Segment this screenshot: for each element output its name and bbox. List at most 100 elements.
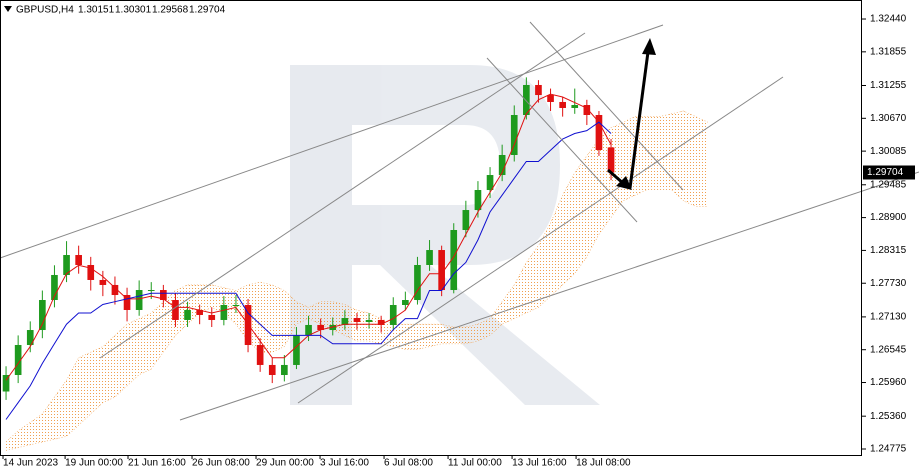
candle-body <box>39 300 46 331</box>
candle-body <box>147 290 155 292</box>
candle-body <box>595 114 603 151</box>
arrows <box>607 38 656 190</box>
candle-body <box>607 147 615 173</box>
close-value: 1.29704 <box>189 5 226 16</box>
candle-body <box>111 284 119 296</box>
candle-body <box>51 274 58 301</box>
candle-body <box>450 229 458 291</box>
trend-line <box>297 76 784 404</box>
candle-body <box>523 84 530 115</box>
candle-body <box>256 344 264 365</box>
candle-body <box>498 154 506 176</box>
x-tick-label: 3 Jul 16:00 <box>320 458 369 469</box>
y-tick-label: 1.32440 <box>870 14 907 25</box>
candle-body <box>232 304 240 306</box>
y-tick-label: 1.24775 <box>870 444 907 455</box>
candle-body <box>426 250 433 266</box>
open-value: 1.30151 <box>78 5 115 16</box>
y-tick-label: 1.31855 <box>870 46 907 57</box>
x-tick-label: 19 Jun 00:00 <box>65 458 123 469</box>
arrow-shaft <box>628 51 650 189</box>
x-tick-label: 26 Jun 08:00 <box>192 458 250 469</box>
candle-body <box>293 335 300 365</box>
trend-lines <box>0 21 919 421</box>
candle-body <box>535 84 542 96</box>
indicator-line <box>5 121 612 420</box>
last-price-box <box>863 165 915 180</box>
candle-body <box>26 330 34 345</box>
candle-body <box>123 295 131 310</box>
y-tick-label: 1.26545 <box>870 344 907 355</box>
candle-body <box>317 324 324 331</box>
candle-body <box>160 290 167 301</box>
header: GBPUSD,H4 1.30151 1.30301 1.29568 1.2970… <box>4 5 226 16</box>
y-tick-label: 1.30670 <box>870 113 907 124</box>
candle-body <box>196 309 203 315</box>
y-tick-label: 1.27130 <box>870 312 907 323</box>
plot-area <box>2 77 708 451</box>
candle-body <box>172 300 179 320</box>
candle-body <box>402 300 409 305</box>
arrow-head <box>616 176 632 190</box>
candle-body <box>341 318 349 325</box>
header-icon <box>4 6 12 12</box>
candle-body <box>462 210 470 230</box>
candle-body <box>63 255 70 275</box>
candle-body <box>389 304 397 325</box>
candle-body <box>87 265 95 280</box>
high-value: 1.30301 <box>115 5 152 16</box>
y-tick-label: 1.27730 <box>870 278 907 289</box>
y-tick-label: 1.28315 <box>870 245 907 256</box>
last-price-label: 1.29704 <box>867 167 904 178</box>
candle-body <box>438 250 445 291</box>
candle-body <box>208 314 216 320</box>
candle-body <box>353 318 361 322</box>
candle-body <box>583 105 591 115</box>
candle-body <box>510 114 518 155</box>
candle-body <box>305 324 312 336</box>
cloud-edge <box>5 189 708 451</box>
plot-border <box>0 0 862 456</box>
candle-body <box>99 279 107 285</box>
candle-body <box>414 265 421 301</box>
candle-body <box>135 290 143 310</box>
candle-body <box>559 101 566 108</box>
watermark <box>290 65 600 405</box>
y-tick-label: 1.31255 <box>870 80 907 91</box>
candle-body <box>571 105 579 108</box>
x-tick-label: 6 Jul 08:00 <box>384 458 433 469</box>
y-tick-label: 1.25960 <box>870 377 907 388</box>
arrow-head <box>642 38 656 55</box>
x-tick-label: 13 Jul 16:00 <box>512 458 567 469</box>
x-tick-label: 29 Jun 00:00 <box>256 458 314 469</box>
low-value: 1.29568 <box>152 5 189 16</box>
y-tick-label: 1.29485 <box>870 179 907 190</box>
symbol: GBPUSD,H4 <box>16 5 74 16</box>
trend-line <box>179 171 919 421</box>
x-tick-label: 18 Jul 08:00 <box>576 458 631 469</box>
candle-body <box>365 319 373 322</box>
candle-body <box>14 344 22 376</box>
x-tick-label: 21 Jun 16:00 <box>128 458 186 469</box>
candle-body <box>184 309 191 320</box>
candle-body <box>486 175 494 190</box>
y-tick-label: 1.25360 <box>870 411 907 422</box>
candle-body <box>2 375 10 392</box>
trend-line <box>529 21 684 191</box>
y-tick-label: 1.30085 <box>870 146 907 157</box>
candle-body <box>75 255 82 266</box>
candle-body <box>220 304 228 320</box>
x-tick-label: 14 Jun 2023 <box>3 458 58 469</box>
trend-line <box>486 57 638 223</box>
y-tick-label: 1.28900 <box>870 212 907 223</box>
candle-body <box>377 319 385 325</box>
candle-body <box>268 364 276 376</box>
trend-line <box>0 24 664 259</box>
ichimoku-cloud <box>6 111 708 451</box>
candle-body <box>281 364 288 376</box>
trend-line <box>99 32 586 359</box>
candle-body <box>547 95 554 102</box>
candle-body <box>474 189 482 211</box>
x-tick-label: 11 Jul 00:00 <box>448 458 502 469</box>
